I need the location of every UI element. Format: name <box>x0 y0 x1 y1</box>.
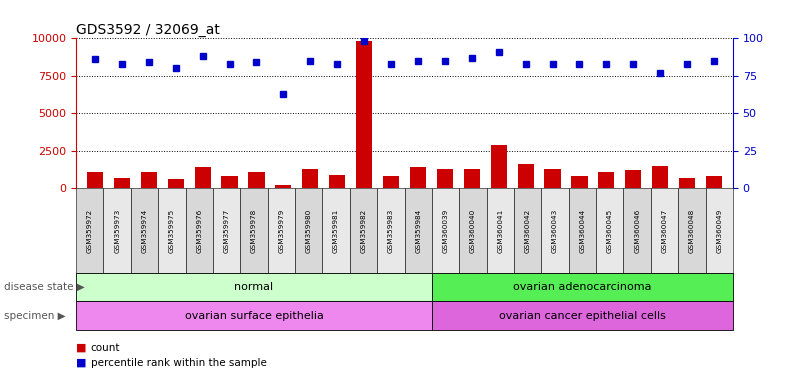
Text: GSM360040: GSM360040 <box>470 208 476 253</box>
Text: GSM359978: GSM359978 <box>251 208 257 253</box>
Bar <box>167 179 183 188</box>
Bar <box>221 176 238 188</box>
Text: GSM360043: GSM360043 <box>552 208 558 253</box>
Text: GSM360039: GSM360039 <box>443 208 449 253</box>
Bar <box>437 169 453 188</box>
Bar <box>141 172 157 188</box>
Text: GSM359973: GSM359973 <box>115 208 120 253</box>
Text: GSM359977: GSM359977 <box>223 208 230 253</box>
Bar <box>114 178 130 188</box>
Text: GSM360047: GSM360047 <box>662 208 667 253</box>
Bar <box>571 176 588 188</box>
Text: GSM359983: GSM359983 <box>388 208 394 253</box>
Text: specimen ▶: specimen ▶ <box>4 311 66 321</box>
Text: GSM360048: GSM360048 <box>689 208 694 253</box>
Text: GSM359972: GSM359972 <box>87 208 93 253</box>
Bar <box>383 176 399 188</box>
Text: GSM360044: GSM360044 <box>579 208 586 253</box>
Bar <box>626 170 642 188</box>
Bar <box>464 169 480 188</box>
Text: disease state ▶: disease state ▶ <box>4 282 85 292</box>
Text: count: count <box>91 343 120 353</box>
Text: ■: ■ <box>76 358 90 368</box>
Bar <box>356 41 372 188</box>
Bar <box>302 169 318 188</box>
Text: GSM360049: GSM360049 <box>716 208 723 253</box>
Bar <box>652 166 668 188</box>
Text: GDS3592 / 32069_at: GDS3592 / 32069_at <box>76 23 220 37</box>
Text: GSM359984: GSM359984 <box>415 208 421 253</box>
Text: ovarian surface epithelia: ovarian surface epithelia <box>184 311 324 321</box>
Bar <box>517 164 533 188</box>
Bar <box>545 169 561 188</box>
Bar <box>491 145 507 188</box>
Text: GSM359981: GSM359981 <box>333 208 339 253</box>
Bar <box>248 172 264 188</box>
Bar <box>598 172 614 188</box>
Text: GSM359982: GSM359982 <box>360 208 366 253</box>
Bar <box>87 172 103 188</box>
Text: GSM360046: GSM360046 <box>634 208 640 253</box>
Text: GSM360042: GSM360042 <box>525 208 530 253</box>
Bar <box>195 167 211 188</box>
Text: GSM359980: GSM359980 <box>306 208 312 253</box>
Text: ovarian cancer epithelial cells: ovarian cancer epithelial cells <box>499 311 666 321</box>
Bar <box>706 176 723 188</box>
Bar <box>679 178 695 188</box>
Bar <box>276 185 292 188</box>
Text: GSM359975: GSM359975 <box>169 208 175 253</box>
Text: GSM359979: GSM359979 <box>279 208 284 253</box>
Text: percentile rank within the sample: percentile rank within the sample <box>91 358 267 368</box>
Text: GSM360045: GSM360045 <box>607 208 613 253</box>
Text: GSM359976: GSM359976 <box>196 208 202 253</box>
Text: GSM360041: GSM360041 <box>497 208 503 253</box>
Text: ■: ■ <box>76 343 90 353</box>
Text: GSM359974: GSM359974 <box>142 208 147 253</box>
Bar <box>329 175 345 188</box>
Text: normal: normal <box>235 282 274 292</box>
Bar <box>410 167 426 188</box>
Text: ovarian adenocarcinoma: ovarian adenocarcinoma <box>513 282 652 292</box>
